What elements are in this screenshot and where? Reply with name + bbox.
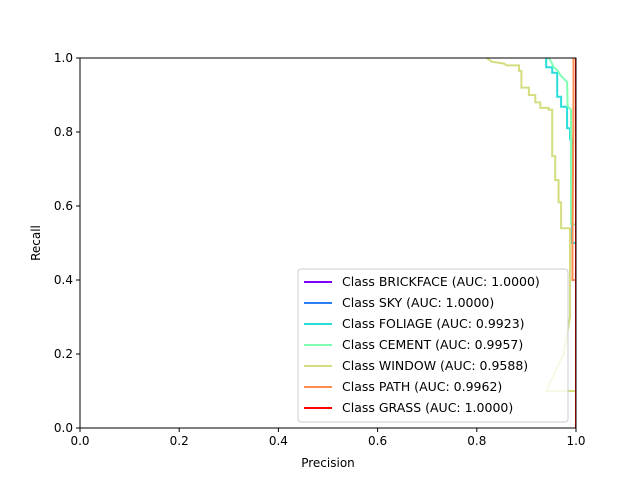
legend-entry: Class WINDOW (AUC: 0.9588)	[342, 358, 528, 373]
x-tick-label: 1.0	[566, 434, 585, 448]
y-tick-label: 0.8	[54, 125, 73, 139]
series-line-path	[571, 58, 576, 428]
legend-entry: Class PATH (AUC: 0.9962)	[342, 379, 502, 394]
y-tick-label: 0.6	[54, 199, 73, 213]
legend-box	[297, 268, 569, 423]
x-axis: 0.0 0.2 0.4 0.6 0.8 1.0	[70, 428, 586, 448]
x-tick-label: 0.6	[368, 434, 387, 448]
x-tick-label: 0.4	[269, 434, 288, 448]
x-axis-label: Precision	[301, 456, 355, 470]
series-line-window	[486, 58, 576, 428]
x-tick-label: 0.0	[70, 434, 89, 448]
y-axis: 0.0 0.2 0.4 0.6 0.8 1.0	[54, 51, 80, 435]
legend-entry: Class SKY (AUC: 1.0000)	[342, 295, 494, 310]
plot-frame	[79, 57, 577, 429]
y-tick-label: 0.2	[54, 347, 73, 361]
y-tick-label: 0.0	[54, 421, 73, 435]
legend-entry: Class FOLIAGE (AUC: 0.9923)	[342, 316, 525, 331]
legend-entry: Class CEMENT (AUC: 0.9957)	[342, 337, 523, 352]
legend-entry: Class GRASS (AUC: 1.0000)	[342, 400, 513, 415]
y-tick-label: 1.0	[54, 51, 73, 65]
series-layer	[486, 58, 576, 428]
y-tick-label: 0.4	[54, 273, 73, 287]
y-axis-label: Recall	[29, 225, 43, 261]
x-tick-label: 0.8	[467, 434, 486, 448]
legend: Class BRICKFACE (AUC: 1.0000) Class SKY (…	[297, 268, 569, 423]
legend-entry: Class BRICKFACE (AUC: 1.0000)	[342, 274, 540, 289]
x-tick-label: 0.2	[170, 434, 189, 448]
